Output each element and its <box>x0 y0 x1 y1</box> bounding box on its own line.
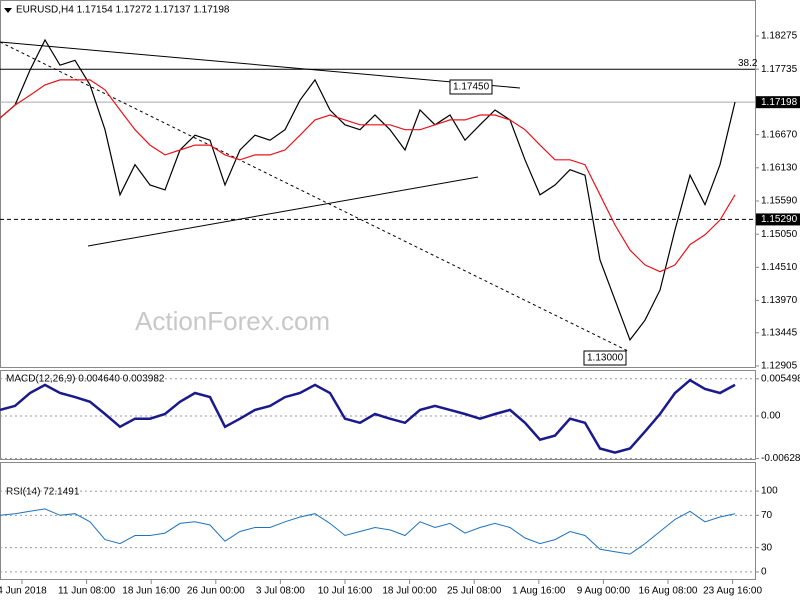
y-tick-label: 1.17198 <box>761 97 798 108</box>
price-title: EURUSD,H4 1.17154 1.17272 1.17137 1.1719… <box>16 5 230 16</box>
x-tick-label: 26 Jun 00:00 <box>187 586 245 597</box>
x-tick-label: 1 Aug 16:00 <box>512 586 566 597</box>
x-tick-label: 16 Aug 08:00 <box>639 586 698 597</box>
fib-label: 38.2 <box>738 58 758 69</box>
series-line <box>0 508 736 555</box>
y-tick-label: 100 <box>761 486 778 497</box>
rsi-title: RSI(14) 72.1491 <box>6 487 80 498</box>
x-tick-label: 18 Jul 00:00 <box>382 586 437 597</box>
series-line <box>0 378 736 454</box>
trendline <box>87 176 479 247</box>
x-tick-label: 10 Jul 16:00 <box>318 586 373 597</box>
y-tick-label: 1.15290 <box>761 214 798 225</box>
y-tick-label: 1.13445 <box>761 327 798 338</box>
x-tick-label: 18 Jun 16:00 <box>122 586 180 597</box>
y-tick-label: 1.18275 <box>761 31 798 42</box>
y-tick-label: 30 <box>761 542 773 553</box>
y-tick-label: 1.14510 <box>761 262 798 273</box>
y-tick-label: -0.006283 <box>761 453 800 464</box>
price-callout-box <box>583 350 627 366</box>
series-line <box>0 79 736 273</box>
price-callout: 1.17450 <box>453 82 490 93</box>
y-tick-label: 0.00 <box>761 411 781 422</box>
series-line <box>0 38 736 342</box>
x-tick-label: 11 Jun 08:00 <box>58 586 116 597</box>
rsi-panel <box>0 462 756 580</box>
watermark: ActionForex.com <box>135 306 330 336</box>
tick-highlight <box>756 213 800 226</box>
x-tick-label: 23 Aug 16:00 <box>703 586 762 597</box>
y-tick-label: 0 <box>761 567 767 578</box>
y-tick-label: 1.13970 <box>761 295 798 306</box>
x-tick-label: 4 Jun 2018 <box>0 586 47 597</box>
y-tick-label: 1.12905 <box>761 361 798 372</box>
trendline <box>0 41 521 89</box>
symbol-icon <box>4 8 12 13</box>
price-panel <box>0 0 756 368</box>
price-callout-box <box>449 79 493 95</box>
y-tick-label: 1.15050 <box>761 229 798 240</box>
y-tick-label: 1.16670 <box>761 129 798 140</box>
macd-panel <box>0 370 756 460</box>
y-tick-label: 0.005498 <box>761 373 800 384</box>
x-tick-label: 9 Aug 00:00 <box>577 586 631 597</box>
x-tick-label: 25 Jul 08:00 <box>447 586 502 597</box>
x-tick-label: 3 Jul 08:00 <box>256 586 305 597</box>
tick-highlight <box>756 96 800 109</box>
y-tick-label: 1.17735 <box>761 64 798 75</box>
price-callout: 1.13000 <box>587 353 624 364</box>
y-tick-label: 1.16130 <box>761 162 798 173</box>
y-tick-label: 1.15590 <box>761 196 798 207</box>
y-tick-label: 70 <box>761 510 773 521</box>
